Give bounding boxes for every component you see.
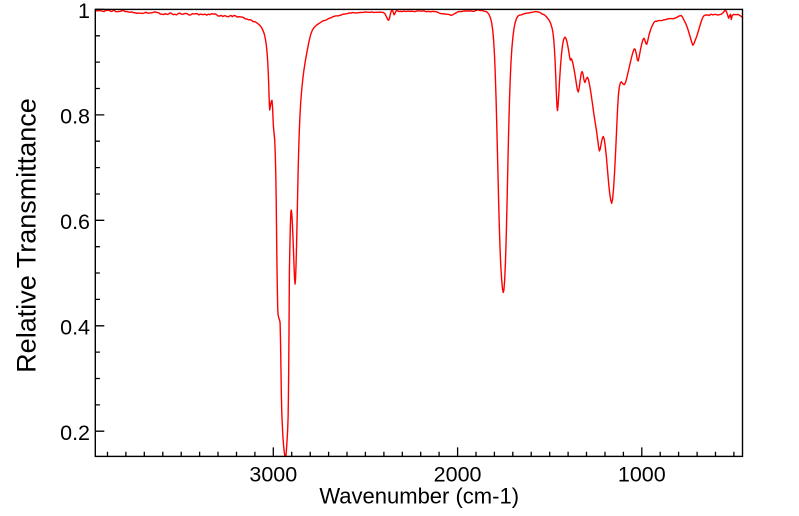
svg-text:0.2: 0.2 [60, 421, 90, 445]
svg-text:3000: 3000 [249, 463, 297, 487]
svg-text:2000: 2000 [434, 463, 482, 487]
svg-text:Wavenumber (cm-1): Wavenumber (cm-1) [319, 484, 519, 509]
svg-text:1000: 1000 [618, 463, 666, 487]
svg-text:0.4: 0.4 [60, 316, 90, 340]
svg-text:0.8: 0.8 [60, 105, 90, 129]
svg-text:Relative Transmittance: Relative Transmittance [12, 98, 42, 373]
svg-text:0.6: 0.6 [60, 210, 90, 234]
svg-text:1: 1 [78, 0, 90, 23]
